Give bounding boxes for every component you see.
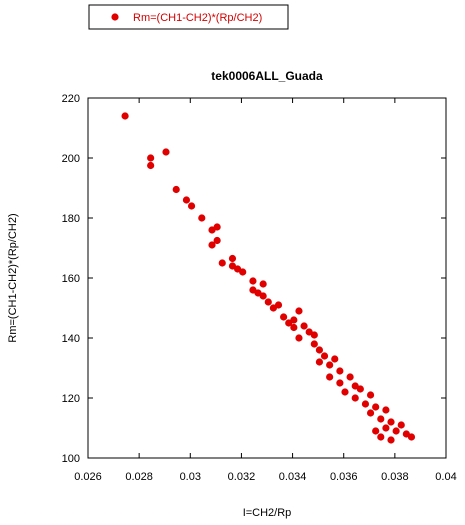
data-point — [162, 148, 170, 156]
x-tick-label: 0.04 — [435, 471, 456, 483]
data-point — [121, 112, 129, 120]
data-point — [382, 424, 390, 432]
data-point — [377, 415, 385, 423]
y-axis-title: Rm=(CH1-CH2)*(Rp/CH2) — [7, 213, 19, 342]
data-point — [228, 254, 237, 263]
y-tick-label: 200 — [62, 153, 80, 165]
data-point — [372, 427, 380, 435]
data-point — [249, 286, 257, 294]
plot-frame — [87, 97, 447, 459]
x-tick-label: 0.038 — [381, 471, 409, 483]
data-point — [310, 340, 318, 348]
legend-series-label: Rm=(CH1-CH2)*(Rp/CH2) — [133, 12, 262, 24]
data-point — [377, 433, 385, 441]
data-point — [295, 307, 303, 315]
data-point — [341, 388, 349, 396]
data-point — [392, 427, 400, 435]
x-tick-label: 0.032 — [228, 471, 256, 483]
x-tick-label: 0.036 — [330, 471, 358, 483]
data-point — [320, 352, 329, 360]
data-points — [121, 112, 416, 444]
x-axis: 0.026 0.028 0.03 0.032 0.034 0.036 0.038 0.04 — [74, 98, 457, 483]
data-point — [187, 202, 196, 210]
data-point — [397, 421, 405, 429]
data-point — [249, 277, 257, 285]
data-point — [387, 436, 395, 444]
data-point — [239, 268, 247, 276]
data-point — [290, 323, 298, 332]
x-tick-label: 0.026 — [74, 471, 102, 483]
data-point — [300, 322, 308, 330]
y-tick-label: 160 — [62, 273, 80, 285]
x-tick-label: 0.028 — [125, 471, 153, 483]
data-point — [351, 394, 359, 402]
data-point — [387, 418, 395, 426]
data-point — [361, 400, 370, 408]
y-tick-label: 140 — [62, 333, 80, 345]
data-point — [356, 385, 364, 393]
data-point — [315, 358, 324, 366]
data-point — [366, 409, 375, 417]
data-point — [326, 361, 334, 369]
data-point — [259, 280, 267, 288]
data-point — [366, 391, 375, 399]
data-point — [218, 259, 226, 267]
data-point — [315, 346, 324, 354]
data-point — [213, 223, 221, 231]
data-point — [198, 214, 206, 222]
legend-box — [88, 4, 289, 30]
chart-title: tek0006ALL_Guada — [211, 69, 323, 83]
legend-marker — [111, 13, 119, 21]
x-axis-title: I=CH2/Rp — [243, 507, 292, 519]
data-point — [336, 367, 344, 375]
x-tick-label: 0.034 — [279, 471, 307, 483]
data-point — [295, 334, 303, 342]
data-point — [346, 373, 354, 381]
x-tick-label: 0.03 — [180, 471, 201, 483]
data-point — [336, 379, 344, 387]
data-point — [274, 301, 283, 309]
y-axis: 100 120 140 160 180 200 220 — [62, 93, 446, 465]
data-point — [290, 316, 298, 324]
data-point — [382, 406, 390, 414]
data-point — [326, 373, 334, 381]
data-point — [331, 355, 339, 363]
y-tick-label: 180 — [62, 213, 80, 225]
data-point — [147, 161, 155, 170]
data-point — [407, 433, 416, 441]
y-tick-label: 220 — [62, 93, 80, 105]
y-tick-label: 100 — [62, 453, 80, 465]
data-point — [172, 185, 180, 194]
data-point — [182, 196, 191, 204]
data-point — [280, 313, 288, 321]
data-point — [208, 241, 216, 249]
y-tick-label: 120 — [62, 393, 80, 405]
data-point — [147, 154, 155, 162]
data-point — [310, 331, 318, 339]
data-point — [372, 403, 380, 411]
data-point — [264, 298, 272, 306]
data-point — [213, 236, 221, 245]
data-point — [259, 292, 267, 300]
